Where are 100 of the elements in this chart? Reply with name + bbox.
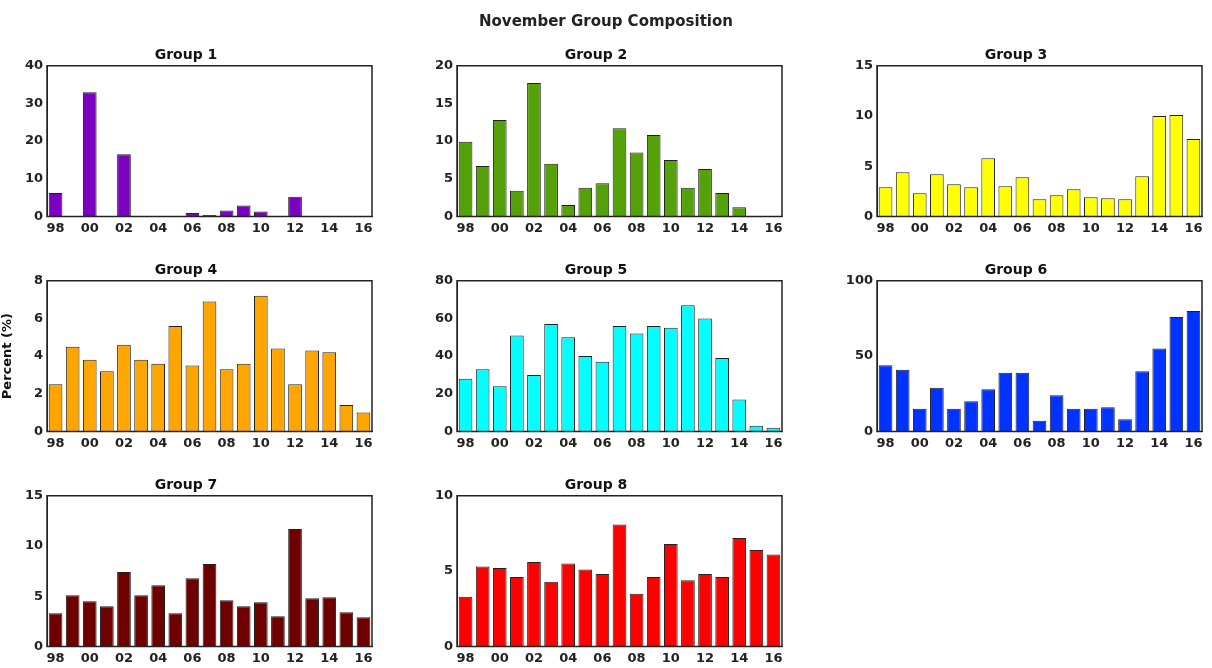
x-tick-label: 14 (730, 434, 749, 450)
x-tick-label: 14 (320, 649, 339, 665)
y-tick-label: 10 (24, 170, 43, 186)
y-tick-label: 0 (863, 207, 873, 223)
x-tick-label: 14 (730, 649, 749, 665)
x-tick-label: 00 (490, 649, 509, 665)
y-tick-label: 10 (24, 537, 43, 553)
y-tick-label: 0 (33, 422, 43, 438)
text: November Group Composition (478, 12, 734, 30)
chart-title: Group 1 (154, 46, 218, 63)
y-tick-label: 20 (24, 132, 43, 148)
x-tick-label: 16 (354, 219, 373, 235)
x-tick-label: 12 (285, 434, 305, 450)
chart-title: Group 7 (154, 476, 218, 493)
y-tick-label: 0 (33, 207, 43, 223)
x-tick-label: 16 (764, 434, 783, 450)
x-tick-label: 14 (1150, 434, 1169, 450)
x-tick-label: 04 (149, 219, 168, 235)
x-tick-label: 00 (80, 434, 99, 450)
x-tick-label: 10 (661, 434, 680, 450)
x-tick-label: 04 (559, 219, 578, 235)
x-tick-label: 00 (80, 219, 99, 235)
x-tick-label: 12 (1115, 219, 1135, 235)
x-tick-label: 10 (251, 434, 270, 450)
x-tick-label: 98 (46, 434, 65, 450)
y-tick-label: 8 (33, 272, 43, 288)
x-tick-label: 00 (490, 219, 509, 235)
y-tick-label: 40 (24, 57, 43, 73)
y-tick-label: 4 (33, 347, 43, 363)
y-tick-label: 60 (434, 309, 453, 325)
x-tick-label: 04 (979, 219, 998, 235)
y-tick-label: 5 (33, 587, 43, 603)
x-tick-label: 04 (559, 434, 578, 450)
x-tick-label: 00 (910, 219, 929, 235)
y-tick-label: 10 (854, 107, 873, 123)
x-tick-label: 98 (46, 219, 65, 235)
x-tick-label: 98 (876, 219, 895, 235)
x-tick-label: 16 (764, 219, 783, 235)
x-tick-label: 12 (695, 649, 715, 665)
chart-title: Group 3 (984, 46, 1048, 63)
x-tick-label: 02 (524, 649, 544, 665)
x-tick-label: 08 (217, 219, 236, 235)
x-tick-label: 02 (114, 219, 134, 235)
x-tick-label: 06 (1013, 219, 1032, 235)
x-tick-label: 06 (183, 219, 202, 235)
x-tick-label: 16 (1184, 434, 1203, 450)
chart-title: Group 5 (564, 261, 628, 278)
x-tick-label: 08 (627, 434, 646, 450)
x-tick-label: 02 (524, 219, 544, 235)
x-tick-label: 16 (1184, 219, 1203, 235)
x-tick-label: 14 (1150, 219, 1169, 235)
x-tick-label: 08 (627, 649, 646, 665)
x-tick-label: 06 (593, 649, 612, 665)
x-tick-label: 12 (695, 434, 715, 450)
x-tick-label: 14 (320, 434, 339, 450)
x-tick-label: 06 (183, 649, 202, 665)
x-tick-label: 04 (149, 649, 168, 665)
y-tick-label: 5 (443, 562, 453, 578)
y-tick-label: 5 (863, 157, 873, 173)
y-tick-label: 80 (434, 272, 453, 288)
x-tick-label: 98 (456, 219, 475, 235)
y-axis-title: Percent (%) (0, 313, 15, 400)
x-tick-label: 00 (490, 434, 509, 450)
y-tick-label: 15 (24, 487, 43, 503)
y-tick-label: 20 (434, 57, 453, 73)
y-tick-label: 40 (434, 347, 453, 363)
x-tick-label: 08 (1047, 219, 1066, 235)
x-tick-label: 14 (320, 219, 339, 235)
x-tick-label: 04 (149, 434, 168, 450)
x-tick-label: 02 (114, 649, 134, 665)
x-tick-label: 02 (944, 219, 964, 235)
y-tick-label: 30 (24, 94, 43, 110)
x-tick-label: 06 (593, 434, 612, 450)
x-tick-label: 02 (524, 434, 544, 450)
x-tick-label: 08 (217, 649, 236, 665)
x-tick-label: 12 (285, 219, 305, 235)
x-tick-label: 00 (910, 434, 929, 450)
chart-title: Group 4 (154, 261, 218, 278)
x-tick-label: 10 (1081, 434, 1100, 450)
y-tick-label: 6 (33, 309, 43, 325)
x-tick-label: 08 (1047, 434, 1066, 450)
x-tick-label: 12 (1115, 434, 1135, 450)
chart-title: Group 2 (564, 46, 628, 63)
y-tick-label: 2 (33, 385, 43, 401)
x-tick-label: 04 (979, 434, 998, 450)
x-tick-label: 02 (114, 434, 134, 450)
x-tick-label: 04 (559, 649, 578, 665)
x-tick-label: 98 (876, 434, 895, 450)
x-tick-label: 12 (695, 219, 715, 235)
y-tick-label: 0 (443, 422, 453, 438)
x-tick-label: 98 (456, 434, 475, 450)
y-tick-label: 5 (443, 170, 453, 186)
y-tick-label: 100 (845, 272, 873, 288)
x-tick-label: 06 (593, 219, 612, 235)
y-tick-label: 15 (434, 94, 453, 110)
x-tick-label: 98 (46, 649, 65, 665)
y-tick-label: 15 (854, 57, 873, 73)
x-tick-label: 98 (456, 649, 475, 665)
x-tick-label: 10 (251, 219, 270, 235)
y-tick-label: 50 (854, 347, 873, 363)
